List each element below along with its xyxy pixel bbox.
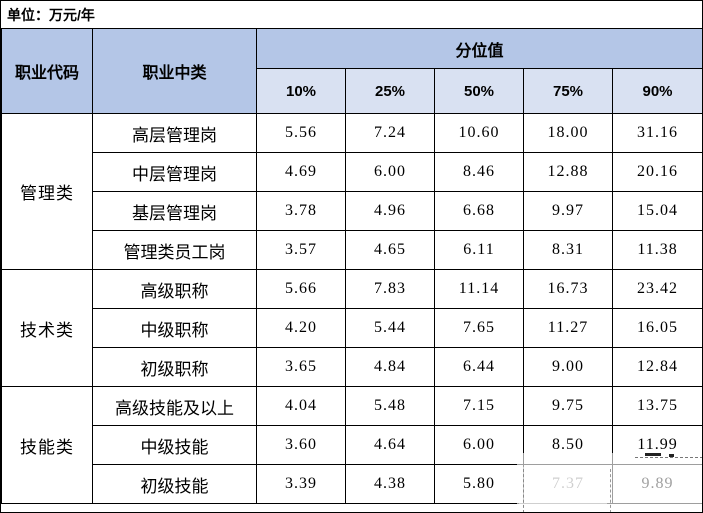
value-cell: 5.56 [256, 113, 346, 153]
table-row: 技能类 高级技能及以上 4.04 5.48 7.15 9.75 13.75 [1, 386, 702, 504]
value-cell: 6.44 [434, 347, 524, 387]
occupation-mid-cell: 基层管理岗 [92, 191, 257, 231]
table-row: 初级技能 3.39 4.38 5.80 7.37 9.89 [2, 464, 702, 504]
value-cell: 5.44 [345, 308, 435, 348]
value-cell: 11.27 [523, 308, 613, 348]
wage-guideline-table: 职业代码 职业中类 分位值 10% 25% 50% 75% 90% 管理类 高层管… [1, 28, 702, 504]
value-cell: 11.99 [611, 425, 702, 465]
value-cell: 7.83 [345, 269, 435, 309]
table-row: 技术类 高级职称 5.66 7.83 11.14 16.73 23.42 [1, 269, 702, 387]
value-cell: 15.04 [611, 191, 702, 231]
value-cell: 4.20 [256, 308, 346, 348]
occupation-mid-cell: 高级职称 [92, 269, 257, 309]
value-cell: 4.64 [345, 425, 435, 465]
occupation-mid-cell: 中级职称 [92, 308, 257, 348]
occupation-mid-cell: 初级职称 [92, 347, 257, 387]
occupation-mid-cell: 中级技能 [92, 425, 257, 465]
occupation-mid-cell: 高层管理岗 [92, 113, 257, 153]
header-percentile-10: 10% [256, 68, 346, 114]
value-cell: 3.57 [256, 230, 346, 270]
value-cell: 18.00 [523, 113, 613, 153]
value-cell: 4.84 [345, 347, 435, 387]
occupation-mid-cell: 初级技能 [92, 464, 257, 504]
header-percentile-group: 分位值 [255, 28, 702, 69]
table-body: 管理类 高层管理岗 5.56 7.24 10.60 18.00 31.16 中层管理岗 4.69… [1, 113, 702, 504]
value-cell: 9.00 [523, 347, 613, 387]
value-cell: 12.84 [611, 347, 702, 387]
value-cell: 3.60 [256, 425, 346, 465]
table-row: 中级职称 4.20 5.44 7.65 11.27 16.05 [2, 308, 702, 348]
table-row: 基层管理岗 3.78 4.96 6.68 9.97 15.04 [2, 191, 702, 231]
value-cell: 6.11 [434, 230, 524, 270]
value-cell: 8.50 [523, 425, 613, 465]
value-cell: 7.24 [345, 113, 435, 153]
value-cell: 31.16 [611, 113, 702, 153]
header-percentile-75: 75% [523, 68, 613, 114]
occupation-group-cell: 技术类 [1, 269, 93, 387]
value-cell: 12.88 [523, 152, 613, 192]
value-cell: 4.69 [256, 152, 346, 192]
value-cell: 9.97 [523, 191, 613, 231]
value-cell: 9.75 [523, 386, 613, 426]
value-cell: 16.05 [611, 308, 702, 348]
value-cell: 8.46 [434, 152, 524, 192]
header-occupation-mid: 职业中类 [92, 28, 257, 114]
value-cell: 4.04 [256, 386, 346, 426]
value-cell: 3.39 [256, 464, 346, 504]
occupation-mid-cell: 高级技能及以上 [92, 386, 257, 426]
table-row: 中级技能 3.60 4.64 6.00 8.50 11.99 [2, 425, 702, 465]
occupation-group-cell: 技能类 [1, 386, 93, 504]
value-cell: 7.65 [434, 308, 524, 348]
header-percentile-25: 25% [345, 68, 435, 114]
header-occupation-code: 职业代码 [1, 28, 93, 114]
value-cell: 5.66 [256, 269, 346, 309]
value-cell: 23.42 [611, 269, 702, 309]
value-cell: 5.48 [345, 386, 435, 426]
value-cell: 4.38 [345, 464, 435, 504]
table-row: 管理类 高层管理岗 5.56 7.24 10.60 18.00 31.16 [1, 113, 702, 270]
value-cell: 10.60 [434, 113, 524, 153]
value-cell: 20.16 [611, 152, 702, 192]
value-cell: 3.65 [256, 347, 346, 387]
occupation-mid-cell: 中层管理岗 [92, 152, 257, 192]
table-row: 管理类员工岗 3.57 4.65 6.11 8.31 11.38 [2, 230, 702, 270]
value-cell: 16.73 [523, 269, 613, 309]
occupation-group-cell: 管理类 [1, 113, 93, 270]
value-cell: 8.31 [523, 230, 613, 270]
value-cell: 9.89 [611, 464, 702, 504]
table-row: 中层管理岗 4.69 6.00 8.46 12.88 20.16 [2, 152, 702, 192]
value-cell: 11.38 [611, 230, 702, 270]
value-cell: 6.00 [434, 425, 524, 465]
unit-label: 单位：万元/年 [7, 6, 95, 23]
occupation-mid-cell: 管理类员工岗 [92, 230, 257, 270]
value-cell: 5.80 [434, 464, 524, 504]
value-cell: 4.65 [345, 230, 435, 270]
value-cell: 13.75 [611, 386, 702, 426]
value-cell: 6.68 [434, 191, 524, 231]
header-percentile-50: 50% [434, 68, 524, 114]
value-cell: 4.96 [345, 191, 435, 231]
value-cell: 6.00 [345, 152, 435, 192]
value-cell: 11.14 [434, 269, 524, 309]
value-cell: 3.78 [256, 191, 346, 231]
table-row: 初级职称 3.65 4.84 6.44 9.00 12.84 [2, 347, 702, 387]
value-cell: 7.37 [523, 464, 613, 504]
value-cell: 7.15 [434, 386, 524, 426]
header-percentile-90: 90% [611, 68, 702, 114]
